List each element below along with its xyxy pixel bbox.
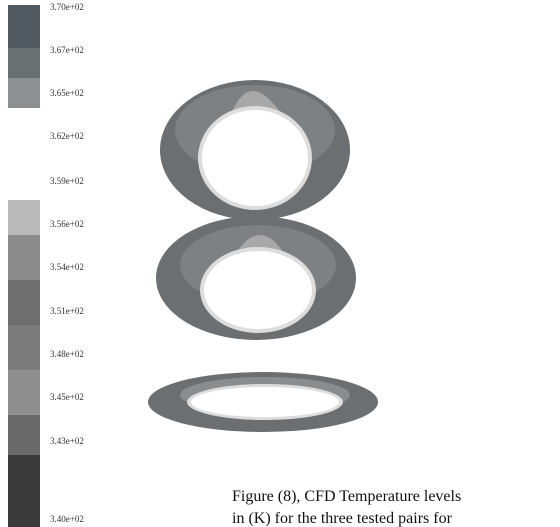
colorbar-label: 3.48e+02 <box>50 349 84 359</box>
colorbar-swatch <box>8 325 40 370</box>
colorbar <box>8 5 40 527</box>
colorbar-label: 3.67e+02 <box>50 45 84 55</box>
colorbar-swatch <box>8 455 40 527</box>
colorbar-label: 3.54e+02 <box>50 262 84 272</box>
ring-inner <box>191 387 339 417</box>
colorbar-swatch <box>8 5 40 48</box>
ring-3 <box>148 372 378 432</box>
colorbar-label: 3.62e+02 <box>50 131 84 141</box>
hot-zone <box>232 91 280 112</box>
ring-inner <box>202 110 308 206</box>
colorbar-label: 3.45e+02 <box>50 392 84 402</box>
ring-inner <box>204 251 312 329</box>
colorbar-label: 3.43e+02 <box>50 436 84 446</box>
colorbar-swatch <box>8 280 40 325</box>
colorbar-swatch <box>8 235 40 280</box>
colorbar-swatch <box>8 78 40 108</box>
colorbar-labels: 3.70e+02 3.67e+02 3.65e+02 3.62e+02 3.59e+02… <box>50 2 84 524</box>
colorbar-label: 3.70e+02 <box>50 2 84 12</box>
caption-line: Figure (8), CFD Temperature levels <box>232 488 462 505</box>
colorbar-swatch <box>8 48 40 78</box>
colorbar-swatch <box>8 200 40 235</box>
colorbar-label: 3.65e+02 <box>50 88 84 98</box>
ring-2 <box>156 216 356 340</box>
colorbar-label: 3.51e+02 <box>50 306 84 316</box>
colorbar-swatch <box>8 415 40 455</box>
colorbar-label: 3.40e+02 <box>50 514 84 524</box>
ring-1 <box>160 80 350 220</box>
colorbar-label: 3.59e+02 <box>50 176 84 186</box>
colorbar-swatch <box>8 370 40 415</box>
caption-line: in (K) for the three tested pairs for <box>232 510 452 527</box>
colorbar-label: 3.56e+02 <box>50 219 84 229</box>
